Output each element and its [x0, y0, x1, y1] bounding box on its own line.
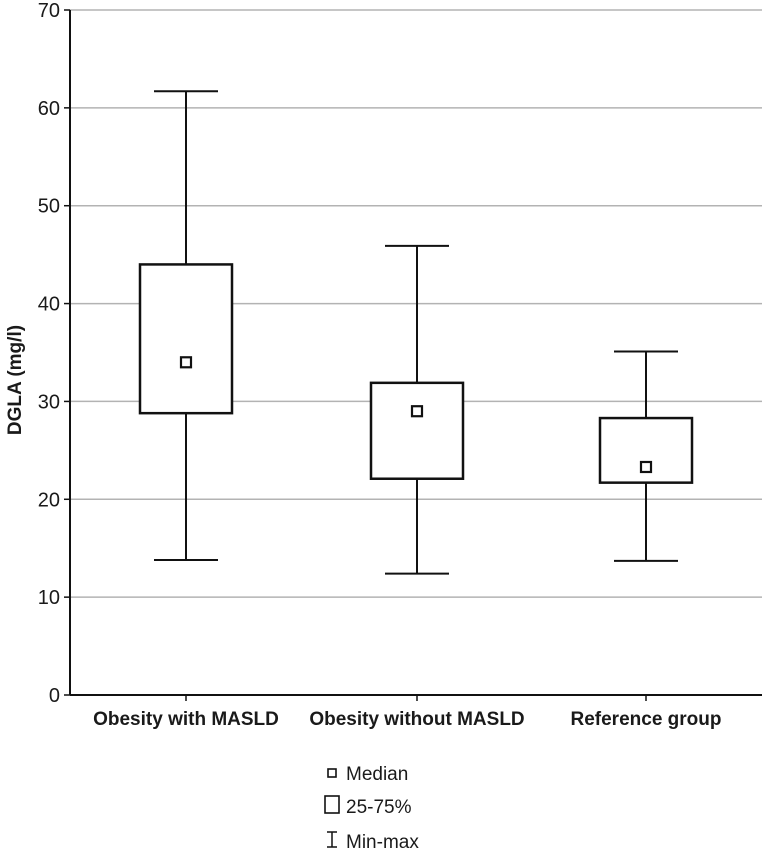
legend-label: Median [346, 764, 408, 785]
legend-label: Min-max [346, 832, 419, 853]
legend-median-icon [327, 768, 337, 778]
box-group [598, 350, 694, 562]
median-marker [639, 460, 653, 474]
legend-label: 25-75% [346, 797, 412, 818]
y-axis-title: DGLA (mg/l) [5, 325, 26, 435]
y-tick-label-0: 0 [49, 685, 60, 707]
median-marker [410, 405, 424, 418]
median-marker [179, 356, 193, 369]
legend-whisker-icon [327, 831, 337, 848]
y-tick-label-50: 50 [38, 196, 60, 218]
y-tick-label-40: 40 [38, 294, 60, 316]
y-tick-label-60: 60 [38, 98, 60, 120]
y-tick-label-70: 70 [38, 0, 60, 22]
x-category-label: Obesity without MASLD [309, 709, 524, 730]
legend-box-icon [324, 795, 340, 814]
x-category-label: Obesity with MASLD [93, 709, 279, 730]
box-group [138, 90, 234, 561]
iqr-box [369, 381, 465, 480]
iqr-box [138, 263, 234, 415]
y-tick-label-20: 20 [38, 489, 60, 511]
legend: Median 25-75% Min-max [324, 764, 419, 853]
x-category-label: Reference group [571, 709, 722, 730]
legend-item: 25-75% [324, 795, 412, 818]
y-tick-label-10: 10 [38, 587, 60, 609]
axes: 0 10 20 30 40 50 60 70 Obesity with MASLD Obesity… [38, 0, 762, 730]
y-tick-label-30: 30 [38, 391, 60, 413]
legend-item: Median [327, 764, 408, 785]
legend-item: Min-max [327, 831, 419, 853]
boxes [138, 90, 694, 575]
box-group [369, 244, 465, 575]
